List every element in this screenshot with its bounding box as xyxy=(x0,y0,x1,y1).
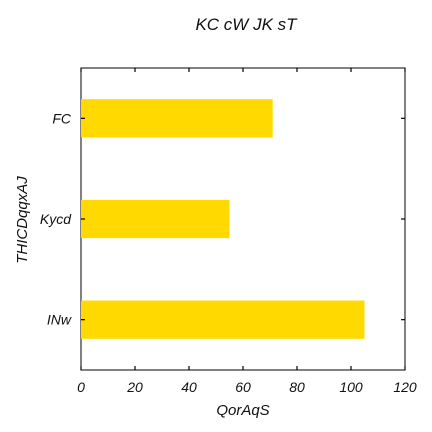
x-tick-label-20: 20 xyxy=(126,379,143,395)
x-tick-label-80: 80 xyxy=(289,379,305,395)
x-tick-label-0: 0 xyxy=(77,379,85,395)
bar-inw xyxy=(81,300,365,339)
bar-fc xyxy=(81,99,273,138)
y-ticks-group: FC Kycd INw xyxy=(40,110,405,328)
bar-kycd xyxy=(81,199,230,239)
x-tick-label-120: 120 xyxy=(393,379,417,395)
x-tick-label-40: 40 xyxy=(181,379,197,395)
y-tick-label-kycd: Kycd xyxy=(40,211,72,227)
y-tick-label-inw: INw xyxy=(47,312,72,328)
x-ticks-group: 0 20 40 60 80 100 120 xyxy=(77,68,417,395)
y-tick-label-fc: FC xyxy=(52,110,72,126)
y-axis-title: THICDqqxAJ xyxy=(14,176,31,264)
x-tick-label-100: 100 xyxy=(339,379,363,395)
chart-title: KC cW JK sT xyxy=(195,15,298,34)
bars-group xyxy=(81,99,365,339)
x-axis-title: QorAqS xyxy=(216,402,269,419)
x-tick-label-60: 60 xyxy=(235,379,251,395)
